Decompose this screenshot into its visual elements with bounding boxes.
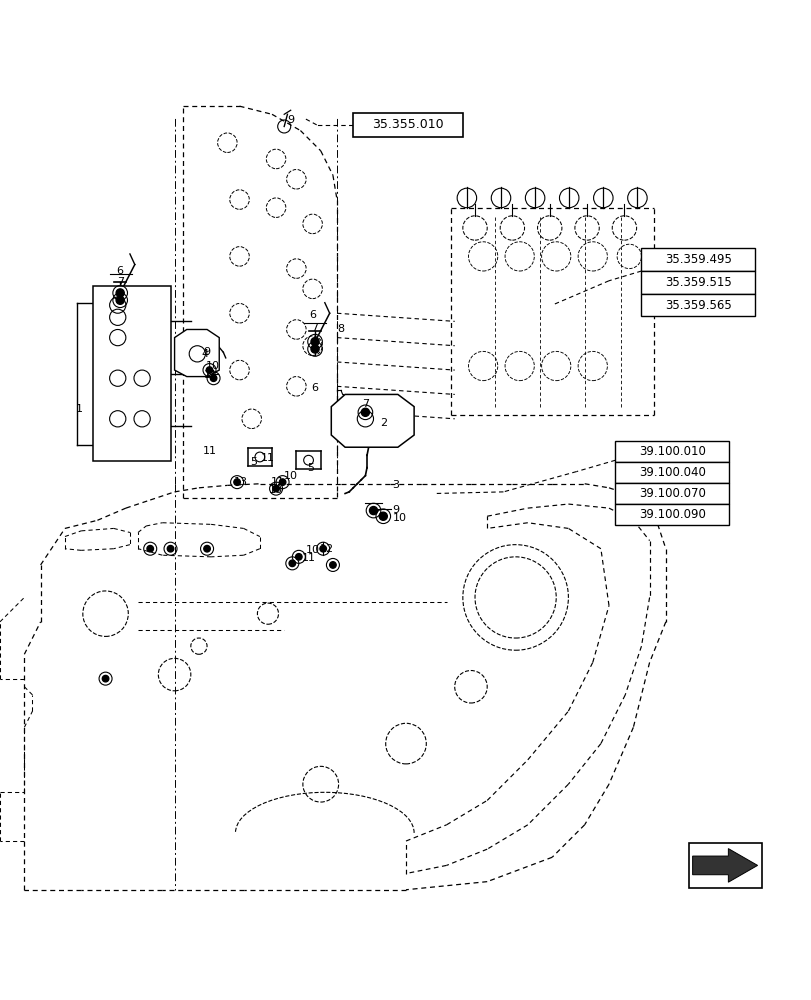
Text: 35.359.565: 35.359.565 — [664, 299, 731, 312]
Bar — [615, 441, 728, 462]
Circle shape — [116, 289, 124, 297]
Bar — [353, 113, 462, 137]
Bar — [641, 248, 754, 271]
Polygon shape — [692, 849, 757, 882]
Circle shape — [311, 338, 319, 346]
Text: 12: 12 — [319, 544, 333, 554]
Text: 10: 10 — [268, 485, 283, 495]
Bar — [688, 843, 761, 888]
Polygon shape — [331, 394, 414, 447]
Text: 6: 6 — [311, 383, 318, 393]
Circle shape — [379, 512, 387, 520]
Bar — [615, 483, 728, 504]
Circle shape — [234, 479, 240, 485]
Text: 11: 11 — [260, 453, 275, 463]
Circle shape — [279, 479, 285, 485]
Text: 4: 4 — [201, 349, 208, 359]
Text: 39.100.090: 39.100.090 — [638, 508, 705, 521]
Text: 35.355.010: 35.355.010 — [371, 118, 444, 131]
Text: 11: 11 — [301, 553, 315, 563]
Circle shape — [116, 296, 124, 304]
Circle shape — [361, 408, 369, 416]
Text: 9: 9 — [204, 347, 210, 357]
Circle shape — [272, 485, 279, 492]
Text: 2: 2 — [380, 418, 386, 428]
Text: 39.100.040: 39.100.040 — [638, 466, 705, 479]
Circle shape — [311, 345, 319, 353]
Text: 6: 6 — [117, 266, 123, 276]
Circle shape — [295, 554, 302, 560]
Circle shape — [147, 545, 153, 552]
Text: 11: 11 — [202, 446, 217, 456]
Text: 10: 10 — [392, 513, 406, 523]
Circle shape — [102, 675, 109, 682]
Text: 39.100.070: 39.100.070 — [638, 487, 705, 500]
Bar — [93, 286, 170, 461]
Circle shape — [329, 562, 336, 568]
Text: 8: 8 — [337, 324, 344, 334]
Circle shape — [167, 545, 174, 552]
Text: 1: 1 — [76, 404, 83, 414]
Text: 7: 7 — [311, 323, 318, 333]
Circle shape — [320, 545, 326, 552]
Bar — [615, 504, 728, 525]
Circle shape — [210, 375, 217, 381]
Circle shape — [289, 560, 295, 567]
Text: 35.359.515: 35.359.515 — [664, 276, 731, 289]
Text: 7: 7 — [362, 399, 368, 409]
Text: 10: 10 — [205, 361, 220, 371]
Polygon shape — [174, 329, 219, 377]
Text: 13: 13 — [233, 477, 247, 487]
Text: 35.359.495: 35.359.495 — [664, 253, 731, 266]
Text: 9: 9 — [393, 505, 399, 515]
Text: 5: 5 — [307, 463, 314, 473]
Bar — [615, 462, 728, 483]
Text: 11: 11 — [270, 477, 285, 487]
Bar — [641, 271, 754, 294]
Text: 39.100.010: 39.100.010 — [638, 445, 705, 458]
Bar — [641, 294, 754, 316]
Text: 7: 7 — [117, 277, 123, 287]
Text: 9: 9 — [287, 115, 294, 125]
Text: 3: 3 — [392, 480, 398, 490]
Text: 11: 11 — [204, 370, 218, 380]
Circle shape — [204, 545, 210, 552]
Circle shape — [369, 506, 377, 515]
Text: 10: 10 — [283, 471, 298, 481]
Text: 5: 5 — [250, 457, 256, 467]
Text: 6: 6 — [309, 310, 315, 320]
Text: 10: 10 — [305, 545, 320, 555]
Circle shape — [206, 367, 212, 373]
